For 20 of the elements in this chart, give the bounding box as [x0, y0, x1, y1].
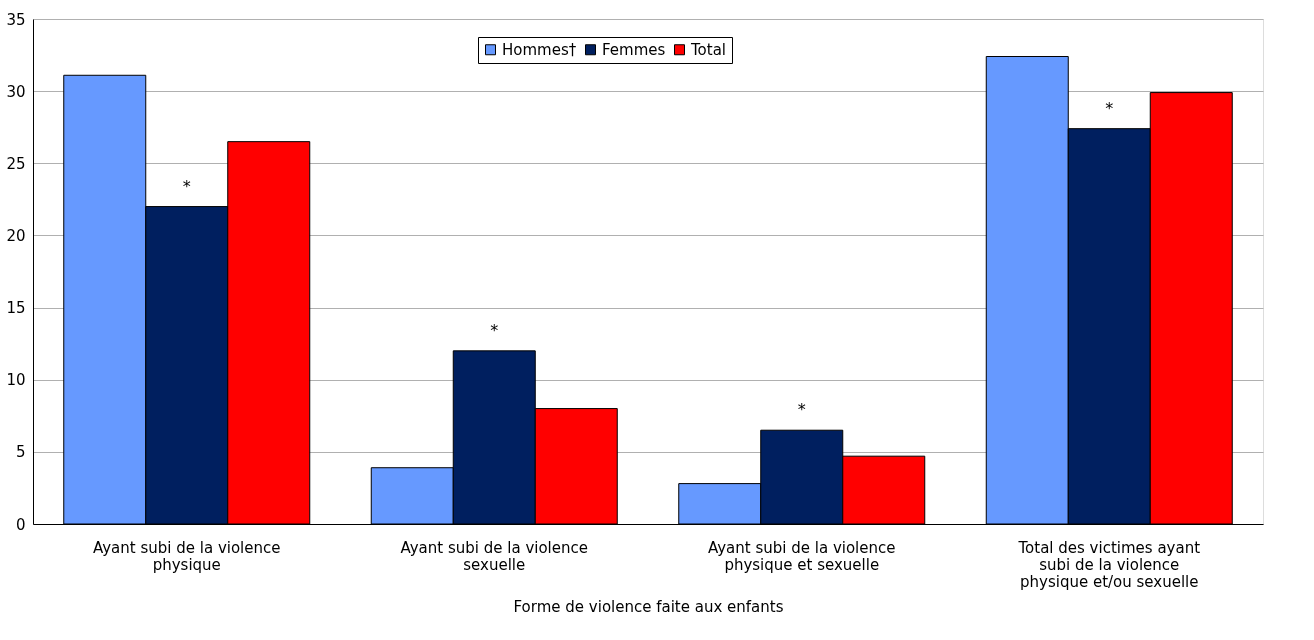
x-tick-label: Ayant subi de la violence physique: [93, 538, 281, 574]
y-tick-label: 5: [15, 443, 26, 462]
y-tick-label: 35: [6, 10, 26, 29]
y-tick-label: 15: [6, 299, 26, 318]
annotation: *: [490, 320, 499, 340]
legend-label: Total: [690, 40, 727, 59]
y-tick-label: 20: [6, 226, 26, 245]
x-tick-label: Ayant subi de la violence physique et sexuelle: [708, 538, 896, 574]
x-tick-label: Ayant subi de la violence sexuelle: [400, 538, 588, 574]
annotation: *: [1105, 98, 1114, 118]
annotation: *: [797, 400, 806, 420]
legend-label: Femmes: [602, 40, 666, 59]
annotation: *: [182, 176, 191, 196]
y-tick-label: 25: [6, 154, 26, 173]
y-tick-label: 30: [6, 82, 26, 101]
x-axis-title: Forme de violence faite aux enfants: [513, 597, 784, 616]
y-tick-label: 10: [6, 371, 26, 390]
y-tick-label: 0: [15, 515, 26, 534]
legend-label: Hommes†: [502, 40, 577, 59]
x-tick-label: Total des victimes ayant subi de la violence physique et/ou sexuelle: [1017, 538, 1201, 591]
